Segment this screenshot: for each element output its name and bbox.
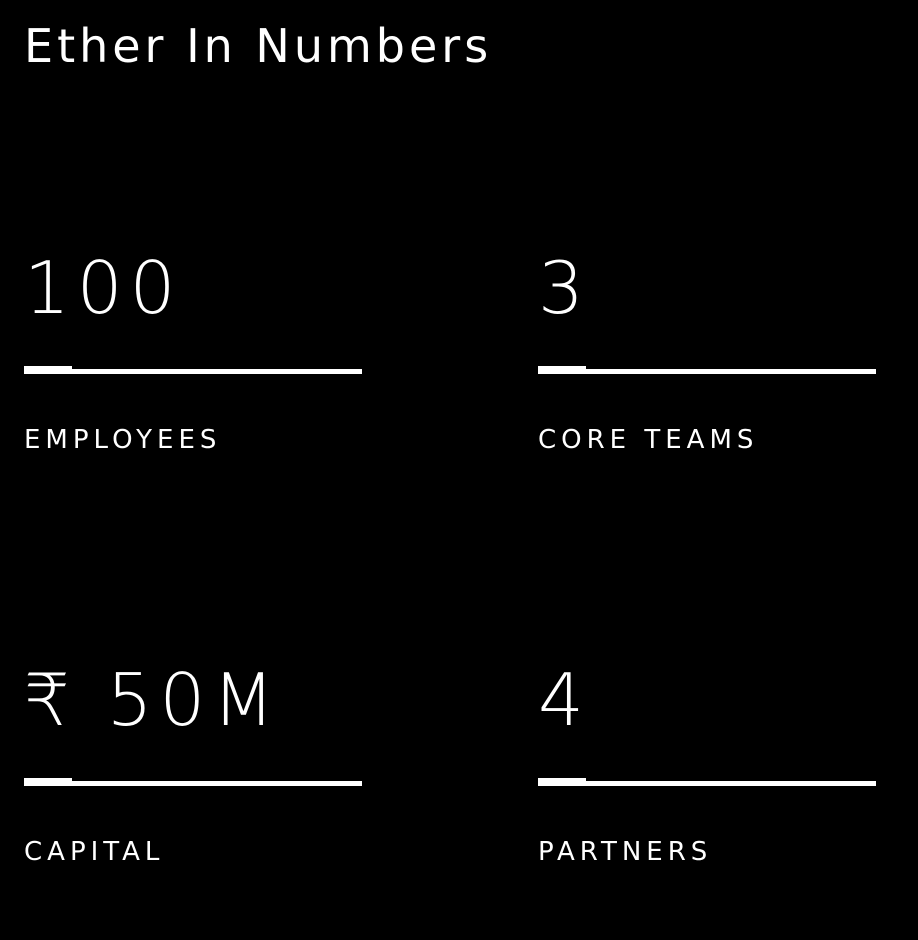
stat-label: CORE TEAMS	[538, 425, 759, 455]
stat-value: ₹ 50M	[24, 658, 282, 742]
stat-label: EMPLOYEES	[24, 425, 222, 455]
stat-value: 3	[538, 246, 591, 330]
stat-divider	[538, 369, 876, 374]
stat-value: 4	[538, 658, 591, 742]
stat-divider	[24, 781, 362, 786]
page-title: Ether In Numbers	[24, 19, 493, 73]
stat-label: CAPITAL	[24, 837, 165, 867]
stat-divider-accent	[538, 778, 586, 786]
stat-divider-accent	[538, 366, 586, 374]
stat-label: PARTNERS	[538, 837, 713, 867]
stat-divider-accent	[24, 778, 72, 786]
stat-divider-accent	[24, 366, 72, 374]
stat-divider	[24, 369, 362, 374]
stat-divider	[538, 781, 876, 786]
stat-value: 100	[24, 246, 183, 330]
